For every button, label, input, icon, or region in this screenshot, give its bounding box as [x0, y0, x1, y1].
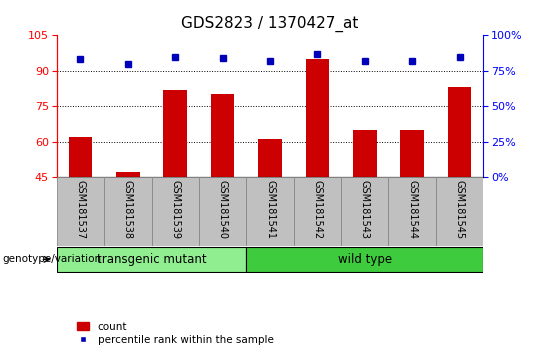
- Bar: [69, 137, 92, 177]
- Text: GSM181541: GSM181541: [265, 181, 275, 239]
- Text: GSM181537: GSM181537: [76, 181, 85, 240]
- Text: GDS2823 / 1370427_at: GDS2823 / 1370427_at: [181, 16, 359, 32]
- Text: GSM181543: GSM181543: [360, 181, 370, 239]
- Bar: [163, 90, 187, 177]
- Bar: [400, 130, 424, 177]
- Text: transgenic mutant: transgenic mutant: [97, 253, 206, 266]
- Text: GSM181539: GSM181539: [170, 181, 180, 239]
- Text: GSM181542: GSM181542: [313, 181, 322, 240]
- Bar: [152, 177, 199, 246]
- Bar: [388, 177, 436, 246]
- Bar: [258, 139, 282, 177]
- Bar: [341, 177, 388, 246]
- Bar: [246, 177, 294, 246]
- Text: genotype/variation: genotype/variation: [3, 254, 102, 264]
- Bar: [116, 172, 140, 177]
- Bar: [104, 177, 152, 246]
- Bar: [294, 177, 341, 246]
- Bar: [353, 130, 377, 177]
- Text: GSM181545: GSM181545: [455, 181, 464, 240]
- Bar: [211, 95, 234, 177]
- Bar: [57, 177, 104, 246]
- Bar: [436, 177, 483, 246]
- Text: GSM181544: GSM181544: [407, 181, 417, 239]
- Bar: [448, 87, 471, 177]
- Bar: [199, 177, 246, 246]
- Bar: [57, 246, 246, 272]
- Text: GSM181540: GSM181540: [218, 181, 227, 239]
- Bar: [246, 246, 483, 272]
- Text: wild type: wild type: [338, 253, 392, 266]
- Legend: count, percentile rank within the sample: count, percentile rank within the sample: [73, 317, 278, 349]
- Bar: [306, 59, 329, 177]
- Text: GSM181538: GSM181538: [123, 181, 133, 239]
